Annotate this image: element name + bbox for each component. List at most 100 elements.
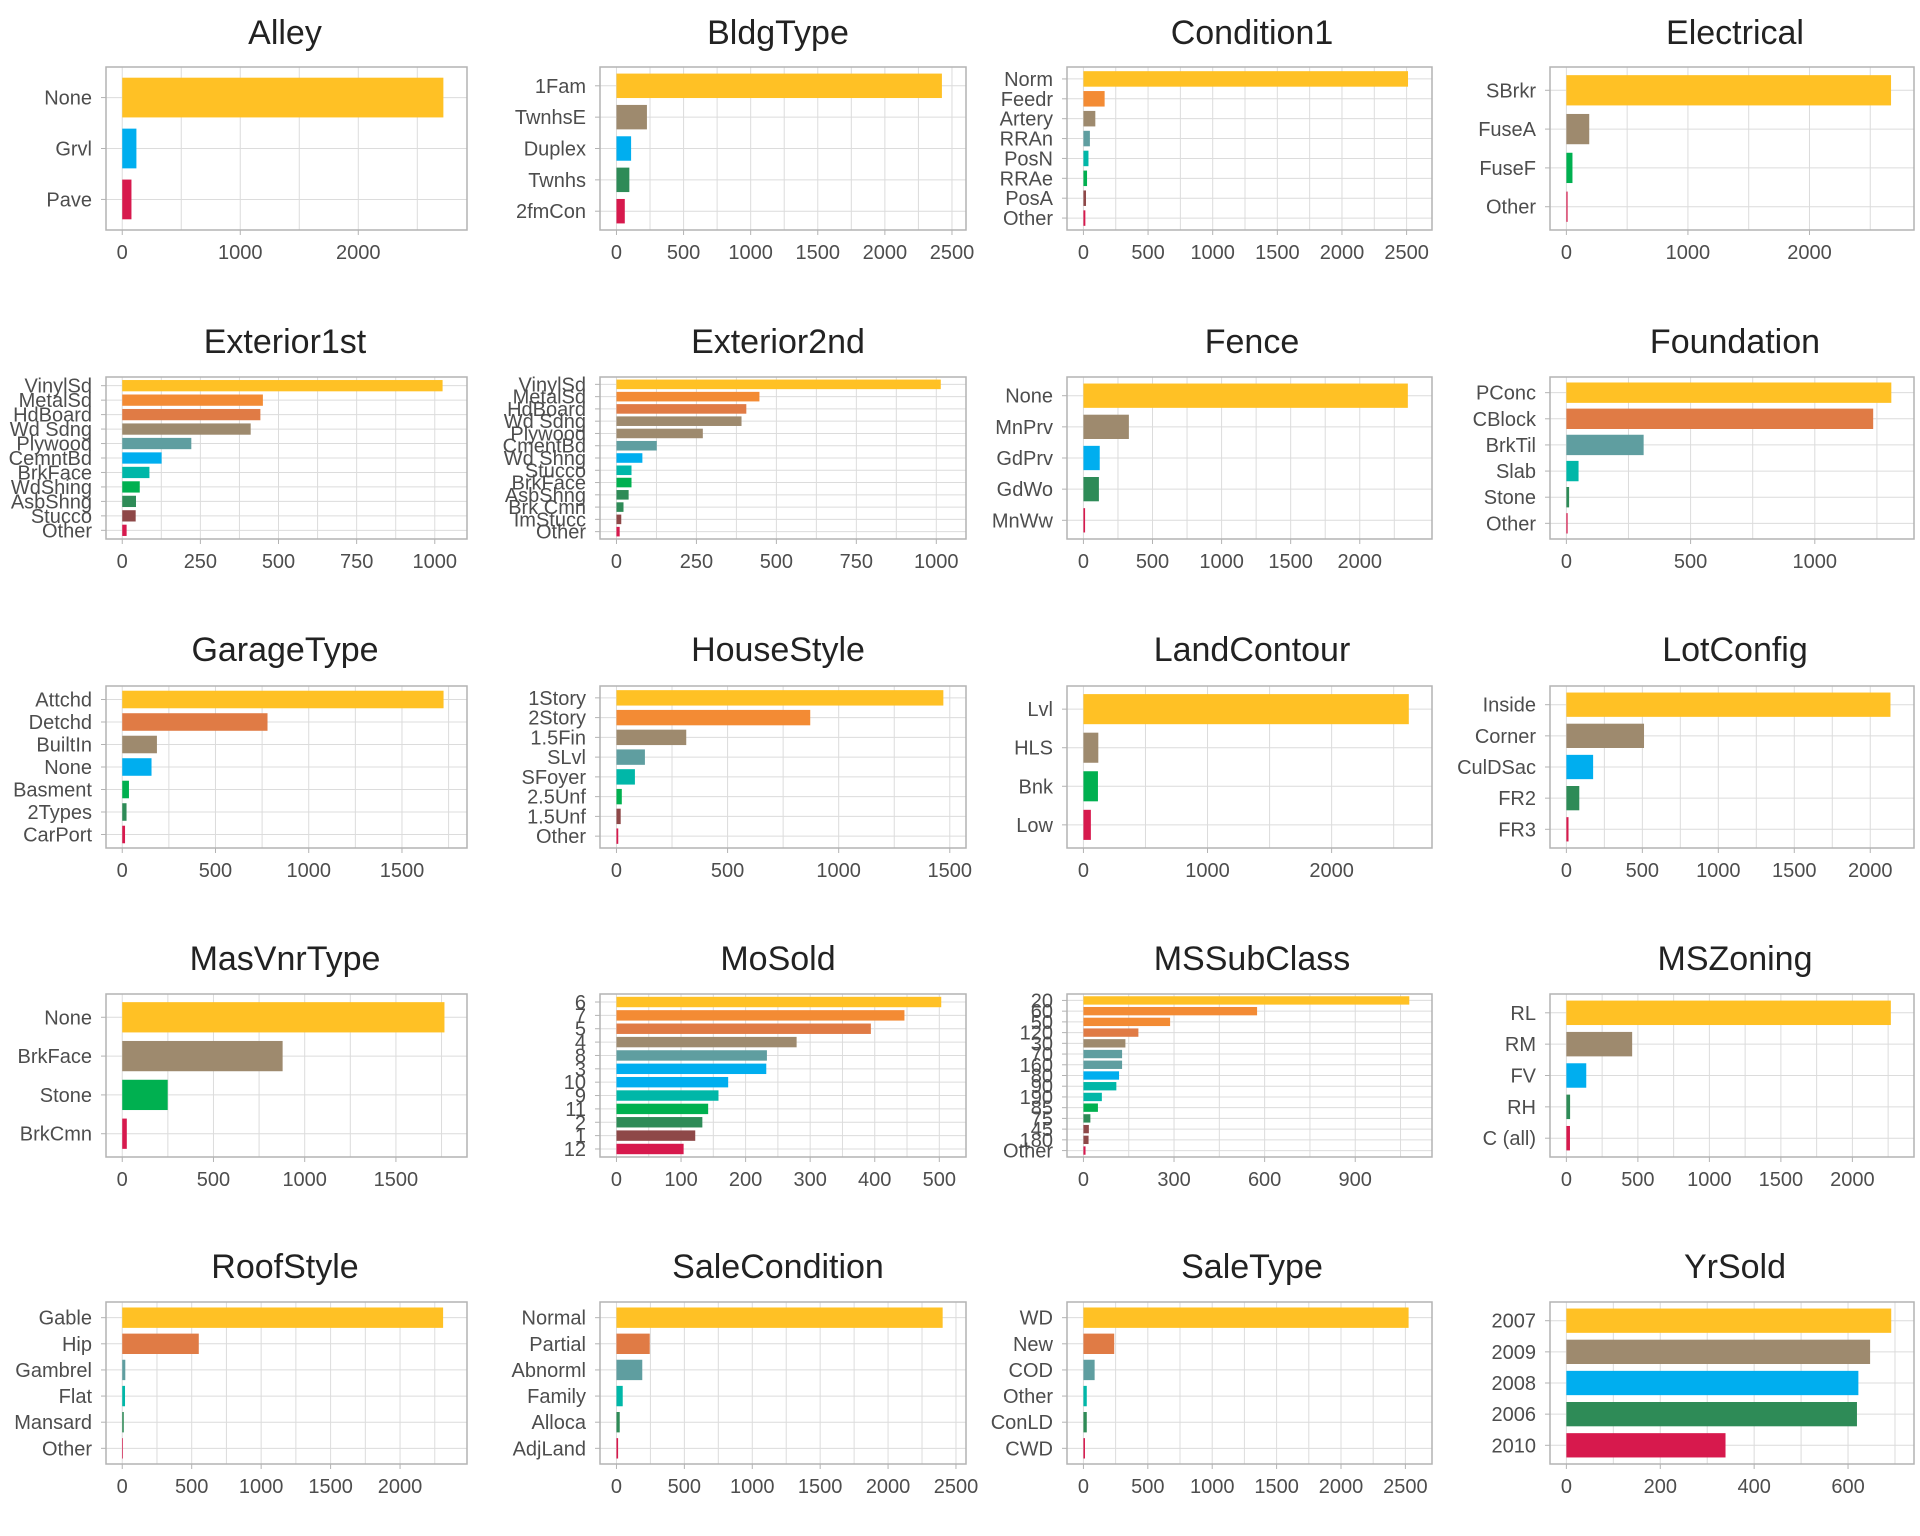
- x-tick-label: 0: [611, 1169, 622, 1191]
- y-tick-label: SFoyer: [522, 767, 587, 789]
- bar-exterior2nd-asbshng: [616, 490, 629, 500]
- y-tick-label: Brk Cmn: [508, 497, 586, 519]
- bar-saletype-cod: [1083, 1359, 1095, 1381]
- panel-electrical: Electrical SBrkr FuseA FuseF Other 0 1000 2000: [1478, 14, 1915, 264]
- panel-bldgtype: BldgType 1Fam TwnhsE Duplex Twnhs 2fmCon 0 500 1…: [515, 14, 974, 264]
- y-tick-label: GdWo: [997, 479, 1053, 501]
- x-tick-label: 0: [1078, 551, 1089, 573]
- x-tick-label: 0: [1078, 860, 1089, 882]
- chart-title-condition1: Condition1: [1171, 14, 1334, 52]
- chart-title-mssubclass: MSSubClass: [1154, 940, 1351, 978]
- y-tick-label: Plywood: [16, 434, 92, 456]
- x-tick-label: 400: [858, 1169, 891, 1191]
- y-tick-label: Feedr: [1001, 89, 1054, 111]
- bar-yrsold-2008: [1566, 1370, 1859, 1396]
- y-tick-label: Mansard: [14, 1412, 92, 1434]
- y-tick-label: RM: [1505, 1034, 1536, 1056]
- panel-border: [1549, 66, 1915, 231]
- bar-mssubclass-160: [1083, 1060, 1123, 1069]
- x-tick-label: 250: [680, 551, 713, 573]
- y-tick-label: CarPort: [23, 825, 92, 847]
- y-tick-label: Pave: [46, 189, 92, 211]
- y-tick-label: Stucco: [31, 506, 92, 528]
- x-tick-label: 500: [199, 860, 232, 882]
- y-tick-label: MetalSd: [513, 387, 586, 409]
- bar-mszoning-fv: [1566, 1063, 1587, 1088]
- x-tick-label: 500: [1131, 1476, 1164, 1498]
- x-tick-label: 500: [262, 551, 295, 573]
- bar-roofstyle-flat: [122, 1385, 126, 1407]
- y-tick-label: Attchd: [35, 690, 92, 712]
- y-tick-label: RRAe: [1000, 168, 1053, 190]
- bar-garagetype-none: [122, 758, 152, 776]
- y-tick-label: Hip: [62, 1334, 92, 1356]
- x-tick-label: 250: [184, 551, 217, 573]
- bar-foundation-cblock: [1566, 408, 1874, 429]
- x-tick-label: 500: [923, 1169, 956, 1191]
- bar-masvnrtype-stone: [122, 1079, 168, 1111]
- y-tick-label: 2: [575, 1112, 586, 1134]
- panel-border: [1549, 993, 1915, 1158]
- y-tick-label: None: [44, 88, 92, 110]
- y-tick-label: Artery: [1000, 109, 1053, 131]
- x-tick-label: 750: [340, 551, 373, 573]
- y-tick-label: Detchd: [29, 712, 92, 734]
- y-tick-label: CulDSac: [1457, 757, 1536, 779]
- y-tick-label: BrkCmn: [20, 1124, 92, 1146]
- x-tick-label: 1500: [796, 242, 841, 264]
- y-tick-label: FR2: [1498, 788, 1536, 810]
- y-tick-label: BrkFace: [18, 462, 92, 484]
- bar-electrical-sbrkr: [1566, 75, 1892, 106]
- bar-mssubclass-80: [1083, 1071, 1120, 1080]
- bar-fence-gdwo: [1083, 477, 1099, 502]
- y-tick-label: Inside: [1483, 695, 1536, 717]
- bar-alley-pave: [122, 179, 132, 220]
- x-tick-label: 0: [1561, 1169, 1572, 1191]
- y-tick-label: AsbShng: [11, 491, 92, 513]
- bar-mosold-5: [616, 1023, 871, 1034]
- y-tick-label: C (all): [1483, 1128, 1536, 1150]
- bar-mosold-6: [616, 996, 942, 1008]
- bar-mszoning-rh: [1566, 1094, 1571, 1120]
- panel-garagetype: GarageType AttchdDetchdBuiltInNoneBasment…: [13, 631, 468, 882]
- bar-bldgtype-1fam: [616, 73, 942, 99]
- bar-lotconfig-inside: [1566, 692, 1891, 717]
- x-tick-label: 1000: [1793, 551, 1838, 573]
- x-tick-label: 500: [760, 551, 793, 573]
- panel-saletype: SaleType WD New COD Other ConLD CWD 0 500 1000 150…: [991, 1248, 1433, 1498]
- bar-garagetype-carport: [122, 825, 126, 844]
- y-tick-label: FuseA: [1478, 119, 1536, 141]
- bar-fence-gdprv: [1083, 445, 1100, 471]
- bar-mosold-8: [616, 1050, 767, 1061]
- panel-foundation: Foundation PConc CBlock BrkTil Slab Stone Othe…: [1473, 323, 1915, 573]
- bar-exterior1st-wd-sdng: [122, 423, 251, 435]
- bar-saletype-new: [1083, 1333, 1115, 1354]
- panel-border: [1066, 685, 1433, 849]
- bar-exterior1st-plywood: [122, 437, 192, 450]
- x-tick-label: 600: [1248, 1169, 1281, 1191]
- bar-mssubclass-75: [1083, 1114, 1091, 1123]
- y-tick-label: CBlock: [1473, 409, 1537, 431]
- bar-landcontour-low: [1083, 809, 1091, 840]
- bar-masvnrtype-brkface: [122, 1040, 283, 1072]
- chart-title-landcontour: LandContour: [1154, 631, 1351, 669]
- panel-condition1: Condition1 NormFeedrArteryRRAnPosNRRAePos…: [1000, 14, 1433, 264]
- bar-foundation-slab: [1566, 460, 1579, 482]
- bar-foundation-stone: [1566, 487, 1570, 508]
- x-tick-label: 1000: [816, 860, 861, 882]
- bar-bldgtype-duplex: [616, 136, 632, 161]
- x-tick-label: 0: [117, 1476, 128, 1498]
- bar-exterior2nd-brkface: [616, 477, 632, 488]
- bar-housestyle-2-5unf: [616, 788, 622, 805]
- y-tick-label: Gable: [39, 1308, 92, 1330]
- x-tick-label: 1000: [1190, 242, 1235, 264]
- chart-title-roofstyle: RoofStyle: [211, 1248, 358, 1286]
- panel-mszoning: MSZoning RL RM FV RH C (all) 0 500 1000 1500 2000: [1483, 940, 1915, 1191]
- y-tick-label: 2.5Unf: [527, 787, 586, 809]
- bar-mosold-1: [616, 1130, 696, 1141]
- bar-condition1-norm: [1083, 71, 1409, 87]
- x-tick-label: 1000: [1696, 860, 1741, 882]
- x-tick-label: 1500: [380, 860, 425, 882]
